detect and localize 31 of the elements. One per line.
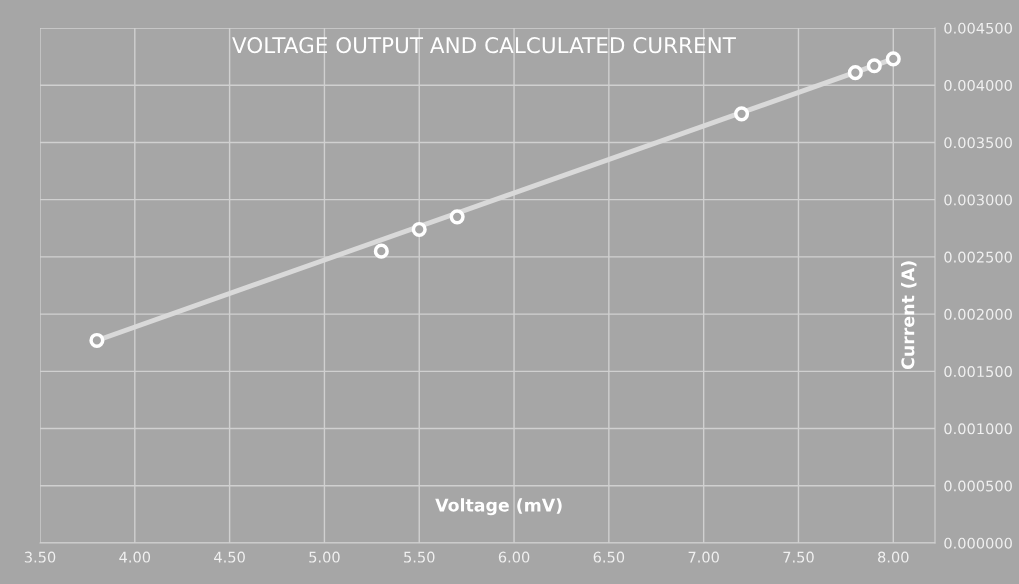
x-tick-label: 4.00: [119, 551, 151, 563]
x-tick-label: 5.50: [404, 551, 435, 563]
y-tick-label: 0.004500: [944, 22, 1012, 34]
y-tick-label: 0.004000: [944, 79, 1012, 91]
chart-title: VOLTAGE OUTPUT AND CALCULATED CURRENT: [232, 37, 736, 54]
y-tick-label: 0.003000: [944, 194, 1012, 206]
point: [373, 243, 389, 259]
point: [847, 65, 863, 81]
point: [89, 332, 105, 348]
x-tick-label: 7.00: [688, 551, 719, 563]
point: [885, 51, 901, 67]
y-tick-label: 0.001500: [944, 366, 1012, 378]
y-tick-label: 0.000500: [944, 480, 1012, 492]
y-tick-label: 0.002500: [944, 251, 1012, 263]
x-axis-title: Voltage (mV): [435, 498, 562, 516]
point: [734, 106, 750, 122]
x-tick-label: 7.50: [783, 551, 814, 563]
x-tick-label: 8.00: [878, 551, 909, 563]
x-tick-label: 4.50: [214, 551, 245, 563]
y-axis-title: Current (A): [901, 261, 917, 369]
point: [411, 221, 427, 237]
y-tick-label: 0.003500: [944, 137, 1012, 149]
y-tick-label: 0.000000: [944, 537, 1012, 549]
point: [449, 209, 465, 225]
x-tick-label: 6.00: [498, 551, 530, 563]
x-tick-label: 3.50: [24, 551, 56, 563]
x-tick-label: 5.00: [309, 551, 340, 563]
point: [866, 58, 882, 74]
x-tick-label: 6.50: [593, 551, 625, 563]
y-tick-label: 0.001000: [944, 423, 1012, 435]
y-tick-label: 0.002000: [944, 308, 1012, 320]
